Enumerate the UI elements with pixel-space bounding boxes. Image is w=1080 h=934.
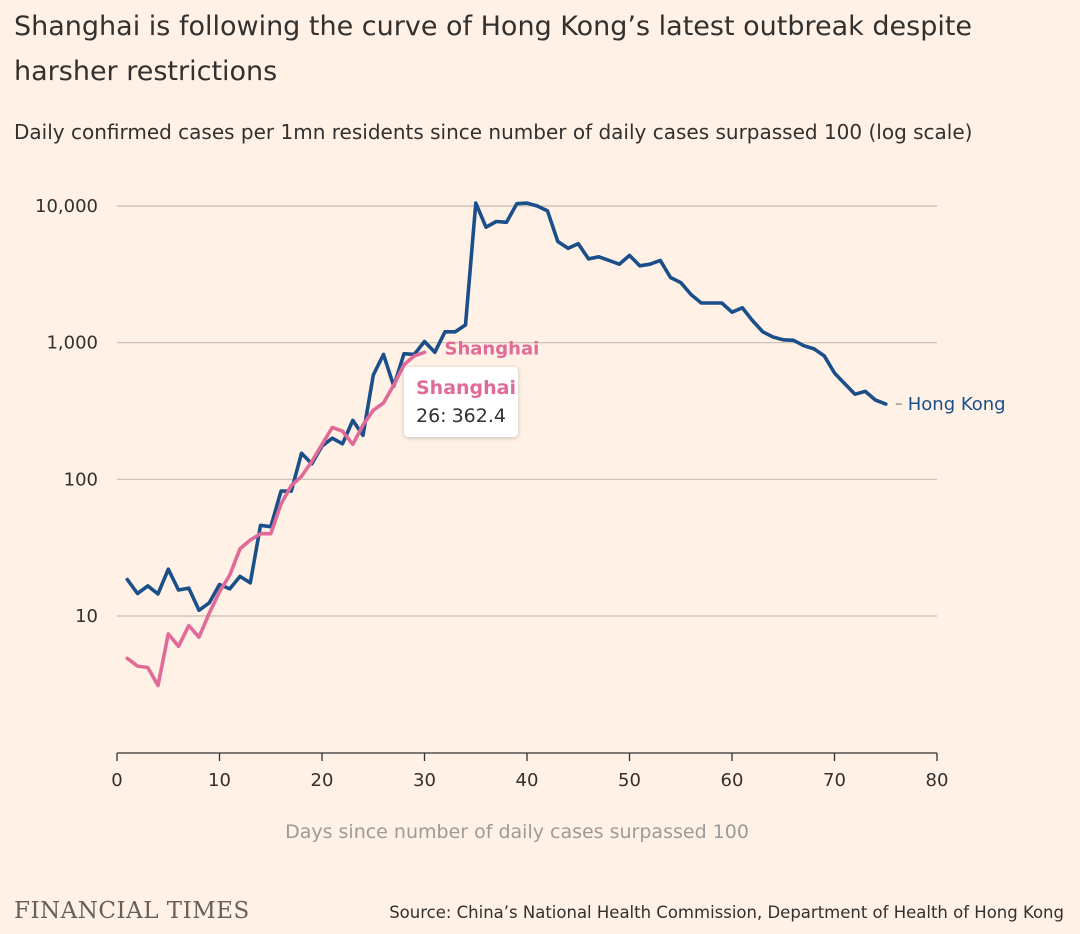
y-tick-label: 10,000 <box>35 196 98 217</box>
y-tick-label: 10 <box>75 606 98 627</box>
y-tick-label: 1,000 <box>46 333 98 354</box>
chart-subtitle: Daily confirmed cases per 1mn residents … <box>14 120 973 144</box>
x-tick-label: 50 <box>618 770 641 791</box>
gridlines <box>117 205 937 617</box>
y-tick-label: 100 <box>64 469 98 490</box>
x-tick-label: 0 <box>111 770 122 791</box>
shanghai-line <box>125 350 427 688</box>
tooltip-value: 362.4 <box>451 405 506 427</box>
series-labels: Shanghai Hong Kong <box>445 338 1006 415</box>
axes: 10 100 1,000 10,000 0 10 20 30 40 50 60 70 80 Days si… <box>35 196 948 843</box>
series-lines <box>125 201 888 688</box>
hong-kong-end-label: Hong Kong <box>908 394 1006 415</box>
ft-logo: FINANCIAL TIMES <box>14 898 250 924</box>
x-tick-label: 20 <box>311 770 334 791</box>
tooltip-value-row: 26: 362.4 <box>416 405 506 427</box>
x-tick-label: 60 <box>721 770 744 791</box>
x-tick-label: 70 <box>823 770 846 791</box>
tooltip-day: 26: <box>416 405 447 427</box>
x-tick-label: 30 <box>413 770 436 791</box>
hong-kong-line <box>125 201 888 613</box>
shanghai-end-label: Shanghai <box>445 338 540 359</box>
tooltip: Shanghai 26: 362.4 <box>404 367 518 437</box>
x-tick-label: 10 <box>208 770 231 791</box>
x-tick-label: 40 <box>516 770 539 791</box>
x-tick-label: 80 <box>926 770 949 791</box>
x-axis-title: Days since number of daily cases surpass… <box>285 821 749 843</box>
tooltip-series-name: Shanghai <box>416 377 517 399</box>
source-note: Source: China’s National Health Commissi… <box>389 903 1064 922</box>
chart-title: Shanghai is following the curve of Hong … <box>14 11 973 87</box>
